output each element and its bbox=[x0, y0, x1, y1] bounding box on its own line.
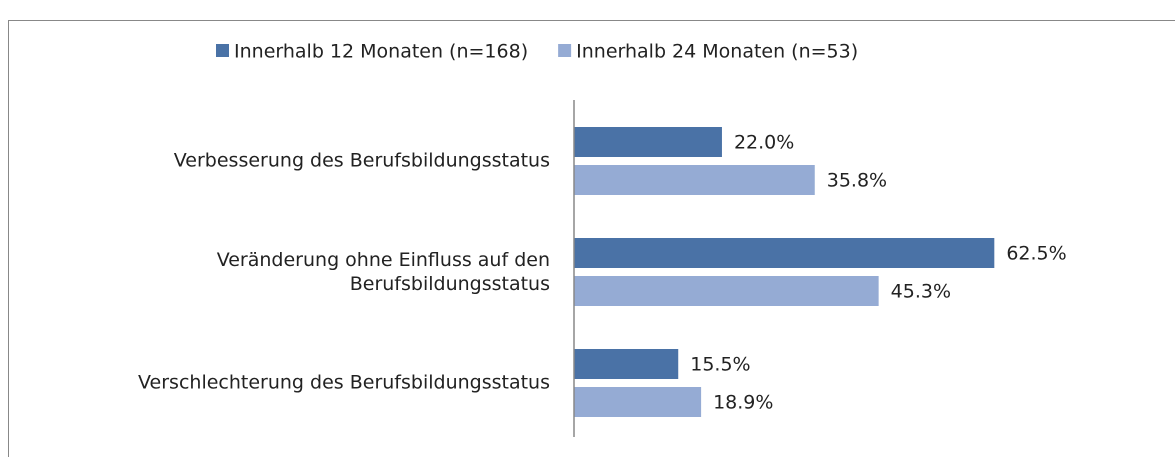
bar bbox=[574, 349, 679, 379]
legend-label: Innerhalb 24 Monaten (n=53) bbox=[576, 41, 858, 63]
data-label: 35.8% bbox=[827, 170, 887, 192]
bar bbox=[574, 165, 815, 195]
category-label: Verschlechterung des Berufsbildungsstatu… bbox=[138, 372, 550, 394]
bar bbox=[574, 238, 995, 268]
category-label-line: Berufsbildungsstatus bbox=[350, 273, 550, 295]
legend-swatch bbox=[216, 44, 229, 57]
legend-label: Innerhalb 12 Monaten (n=168) bbox=[234, 41, 528, 63]
data-label: 45.3% bbox=[891, 281, 951, 303]
data-label: 22.0% bbox=[734, 132, 794, 154]
category-label: Verbesserung des Berufsbildungsstatus bbox=[174, 150, 550, 172]
bar bbox=[574, 127, 722, 157]
legend-swatch bbox=[558, 44, 572, 57]
data-label: 15.5% bbox=[690, 354, 750, 376]
chart-frame bbox=[8, 20, 1175, 457]
data-label: 62.5% bbox=[1006, 243, 1066, 265]
category-label-line: Veränderung ohne Einfluss auf den bbox=[217, 249, 550, 271]
category-label: Veränderung ohne Einfluss auf den Berufsb… bbox=[217, 249, 550, 295]
bar bbox=[574, 276, 879, 306]
data-label: 18.9% bbox=[713, 392, 773, 414]
bar bbox=[574, 387, 702, 417]
